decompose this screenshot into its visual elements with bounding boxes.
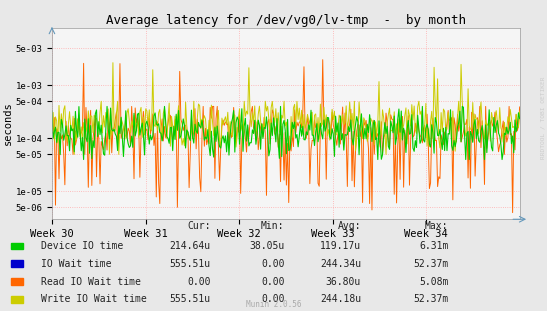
Text: 38.05u: 38.05u (249, 241, 284, 251)
Text: Min:: Min: (261, 220, 284, 230)
Text: Avg:: Avg: (337, 220, 361, 230)
Text: 36.80u: 36.80u (326, 277, 361, 287)
Title: Average latency for /dev/vg0/lv-tmp  -  by month: Average latency for /dev/vg0/lv-tmp - by… (106, 14, 466, 27)
Text: 52.37m: 52.37m (414, 295, 449, 304)
Text: 555.51u: 555.51u (170, 259, 211, 269)
Text: 555.51u: 555.51u (170, 295, 211, 304)
Text: Max:: Max: (425, 220, 449, 230)
Text: 5.08m: 5.08m (419, 277, 449, 287)
Text: Munin 2.0.56: Munin 2.0.56 (246, 300, 301, 309)
Text: IO Wait time: IO Wait time (41, 259, 112, 269)
Text: 244.34u: 244.34u (320, 259, 361, 269)
Text: Read IO Wait time: Read IO Wait time (41, 277, 141, 287)
Text: RRDTOOL / TOBI OETIKER: RRDTOOL / TOBI OETIKER (541, 77, 546, 160)
Text: 214.64u: 214.64u (170, 241, 211, 251)
Text: 0.00: 0.00 (261, 277, 284, 287)
Text: 0.00: 0.00 (187, 277, 211, 287)
Text: 119.17u: 119.17u (320, 241, 361, 251)
Text: 52.37m: 52.37m (414, 259, 449, 269)
Text: Device IO time: Device IO time (41, 241, 123, 251)
Text: 244.18u: 244.18u (320, 295, 361, 304)
Y-axis label: seconds: seconds (3, 102, 13, 146)
Text: 0.00: 0.00 (261, 259, 284, 269)
Text: Write IO Wait time: Write IO Wait time (41, 295, 147, 304)
Text: 0.00: 0.00 (261, 295, 284, 304)
Text: Cur:: Cur: (187, 220, 211, 230)
Text: 6.31m: 6.31m (419, 241, 449, 251)
